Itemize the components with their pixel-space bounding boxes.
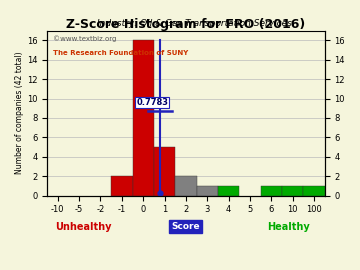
- Title: Z-Score Histogram for FRO (2016): Z-Score Histogram for FRO (2016): [66, 18, 306, 31]
- Text: Score: Score: [172, 222, 200, 231]
- Text: Unhealthy: Unhealthy: [55, 222, 112, 232]
- Bar: [303, 186, 325, 195]
- Bar: [282, 186, 303, 195]
- Y-axis label: Number of companies (42 total): Number of companies (42 total): [15, 52, 24, 174]
- Text: 0.7783: 0.7783: [136, 98, 168, 107]
- Bar: [132, 40, 154, 195]
- Bar: [218, 186, 239, 195]
- Text: ©www.textbiz.org: ©www.textbiz.org: [53, 36, 116, 42]
- Bar: [154, 147, 175, 195]
- Text: Healthy: Healthy: [267, 222, 310, 232]
- Bar: [111, 176, 132, 195]
- Bar: [261, 186, 282, 195]
- Bar: [197, 186, 218, 195]
- Bar: [175, 176, 197, 195]
- Text: Industry: Oil & Gas Transportation Services: Industry: Oil & Gas Transportation Servi…: [97, 19, 292, 28]
- Text: The Research Foundation of SUNY: The Research Foundation of SUNY: [53, 50, 188, 56]
